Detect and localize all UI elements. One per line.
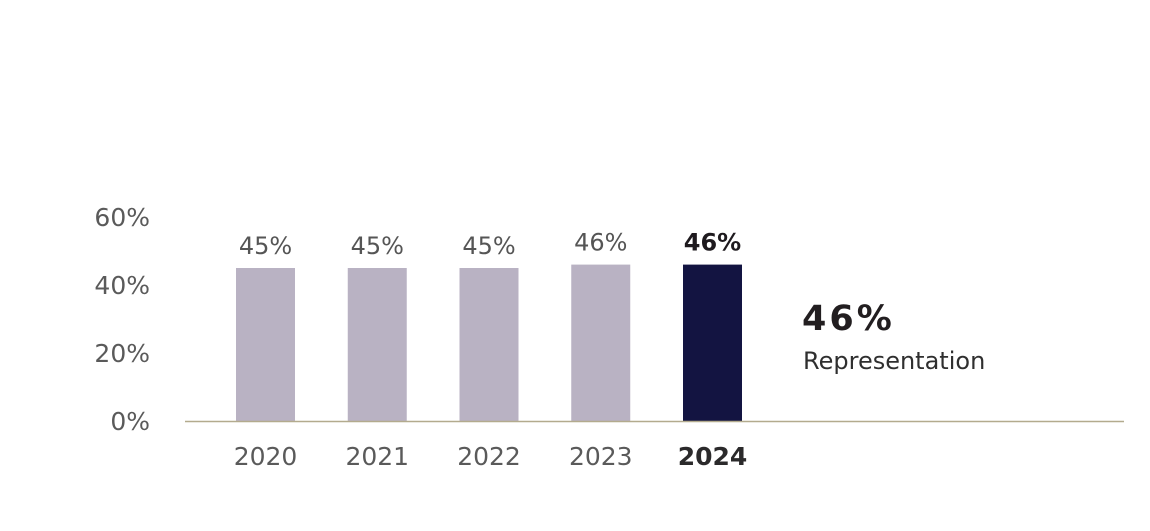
x-tick-label-2023: 2023 [569, 442, 633, 471]
data-label-2021: 45% [351, 232, 404, 260]
bar-2023 [571, 264, 631, 421]
callout-label: Representation [803, 347, 986, 375]
bar-2024 [683, 264, 742, 421]
data-label-2020: 45% [239, 232, 292, 260]
x-tick-label-2020: 2020 [234, 442, 298, 471]
data-labels: 45% 45% 45% 46% 46% [239, 229, 741, 260]
data-label-2023: 46% [574, 229, 627, 257]
data-label-2022: 45% [462, 232, 515, 260]
bars [236, 264, 742, 421]
y-tick-label: 60% [94, 203, 150, 232]
callout-value: 46% [802, 299, 895, 339]
bar-2022 [459, 268, 519, 421]
data-label-2024: 46% [684, 229, 741, 257]
x-axis-labels: 2020 2021 2022 2023 2024 [234, 442, 748, 471]
y-tick-label: 40% [94, 271, 150, 300]
x-tick-label-2024: 2024 [678, 442, 748, 471]
bar-2020 [236, 268, 295, 421]
y-tick-label: 20% [94, 339, 150, 368]
y-axis-ticks: 0% 20% 40% 60% [94, 203, 150, 436]
x-tick-label-2022: 2022 [457, 442, 521, 471]
x-tick-label-2021: 2021 [345, 442, 409, 471]
bar-2021 [347, 268, 407, 421]
y-tick-label: 0% [110, 407, 150, 436]
